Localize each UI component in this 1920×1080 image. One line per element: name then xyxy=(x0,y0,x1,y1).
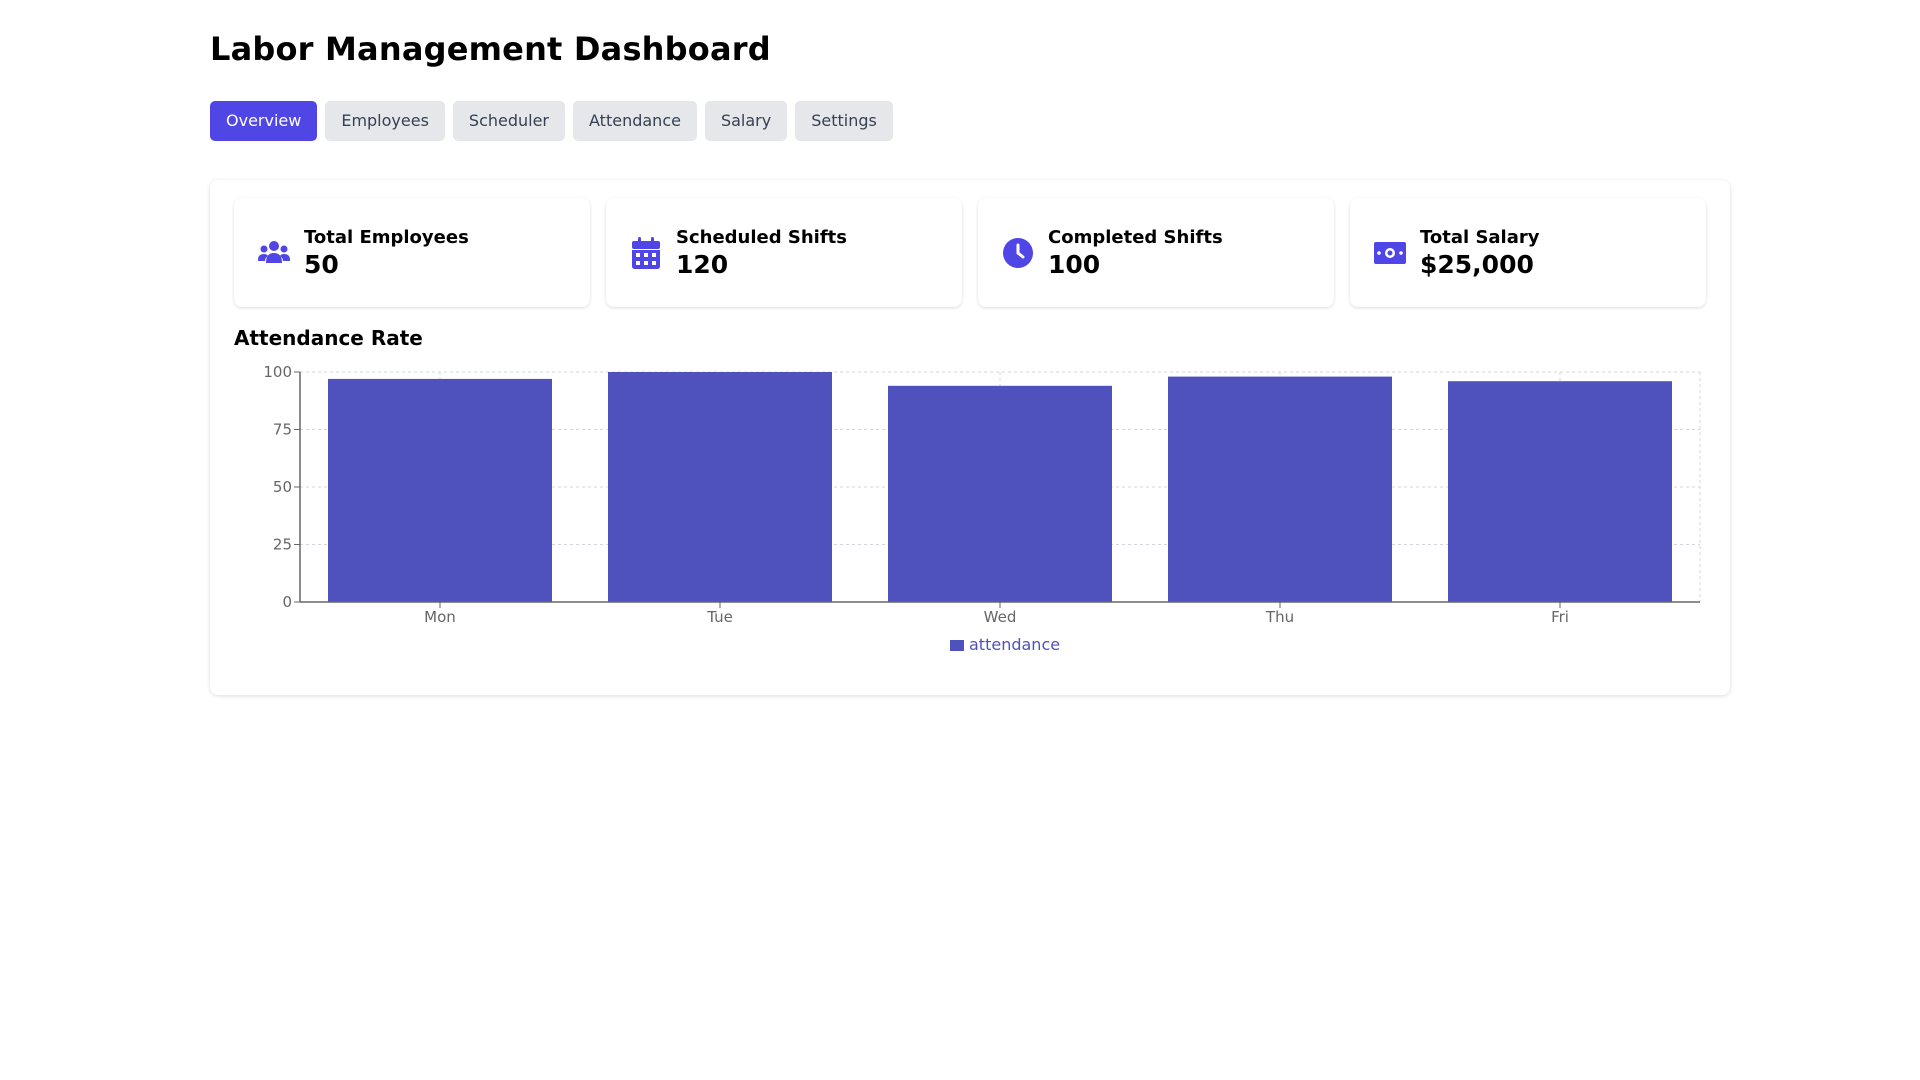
y-tick-label: 25 xyxy=(273,536,292,554)
x-tick-label: Wed xyxy=(984,608,1017,626)
legend-swatch xyxy=(950,640,964,651)
stat-value: 120 xyxy=(676,249,729,279)
users-icon xyxy=(258,237,290,269)
stat-label: Total Employees xyxy=(304,226,469,248)
x-tick-label: Tue xyxy=(706,608,733,626)
tab-settings[interactable]: Settings xyxy=(795,101,893,141)
tab-salary[interactable]: Salary xyxy=(704,101,788,141)
overview-panel: Total Employees 50 xyxy=(210,180,1730,695)
stat-label: Total Salary xyxy=(1420,226,1540,248)
tab-employees[interactable]: Employees xyxy=(325,101,445,141)
bar-fri xyxy=(1448,381,1672,602)
x-tick-label: Mon xyxy=(424,608,456,626)
stat-value: $25,000 xyxy=(1420,249,1534,279)
legend-label: attendance xyxy=(969,635,1060,654)
stat-value: 50 xyxy=(304,249,339,279)
y-tick-label: 0 xyxy=(282,593,292,611)
tab-overview[interactable]: Overview xyxy=(210,101,318,141)
y-tick-label: 100 xyxy=(263,363,292,381)
calendar-icon xyxy=(630,236,662,269)
bar-wed xyxy=(888,385,1112,602)
bar-thu xyxy=(1168,376,1392,602)
tab-bar: Overview Employees Scheduler Attendance … xyxy=(210,101,893,141)
money-bill-icon xyxy=(1374,237,1406,269)
tab-attendance[interactable]: Attendance xyxy=(573,101,697,141)
stat-value: 100 xyxy=(1048,249,1101,279)
bar-tue xyxy=(608,372,832,602)
x-tick-label: Thu xyxy=(1265,608,1294,626)
chart-title: Attendance Rate xyxy=(234,326,423,350)
x-tick-label: Fri xyxy=(1551,608,1569,626)
attendance-bar-chart: 0 25 50 75 100 Mon Tue Wed Thu Fri attendance xyxy=(263,363,1701,654)
stat-card-completed-shifts: Completed Shifts 100 xyxy=(978,198,1334,307)
stats-row: Total Employees 50 xyxy=(234,198,1706,307)
bar-mon xyxy=(328,378,552,602)
page-title: Labor Management Dashboard xyxy=(210,30,771,68)
tab-scheduler[interactable]: Scheduler xyxy=(452,101,566,141)
stat-label: Completed Shifts xyxy=(1048,226,1223,248)
stat-card-scheduled-shifts: Scheduled Shifts 120 xyxy=(606,198,962,307)
y-tick-label: 75 xyxy=(273,421,292,439)
stat-label: Scheduled Shifts xyxy=(676,226,847,248)
clock-icon xyxy=(1002,237,1034,269)
stat-card-total-salary: Total Salary $25,000 xyxy=(1350,198,1706,307)
y-tick-label: 50 xyxy=(273,478,292,496)
stat-card-total-employees: Total Employees 50 xyxy=(234,198,590,307)
